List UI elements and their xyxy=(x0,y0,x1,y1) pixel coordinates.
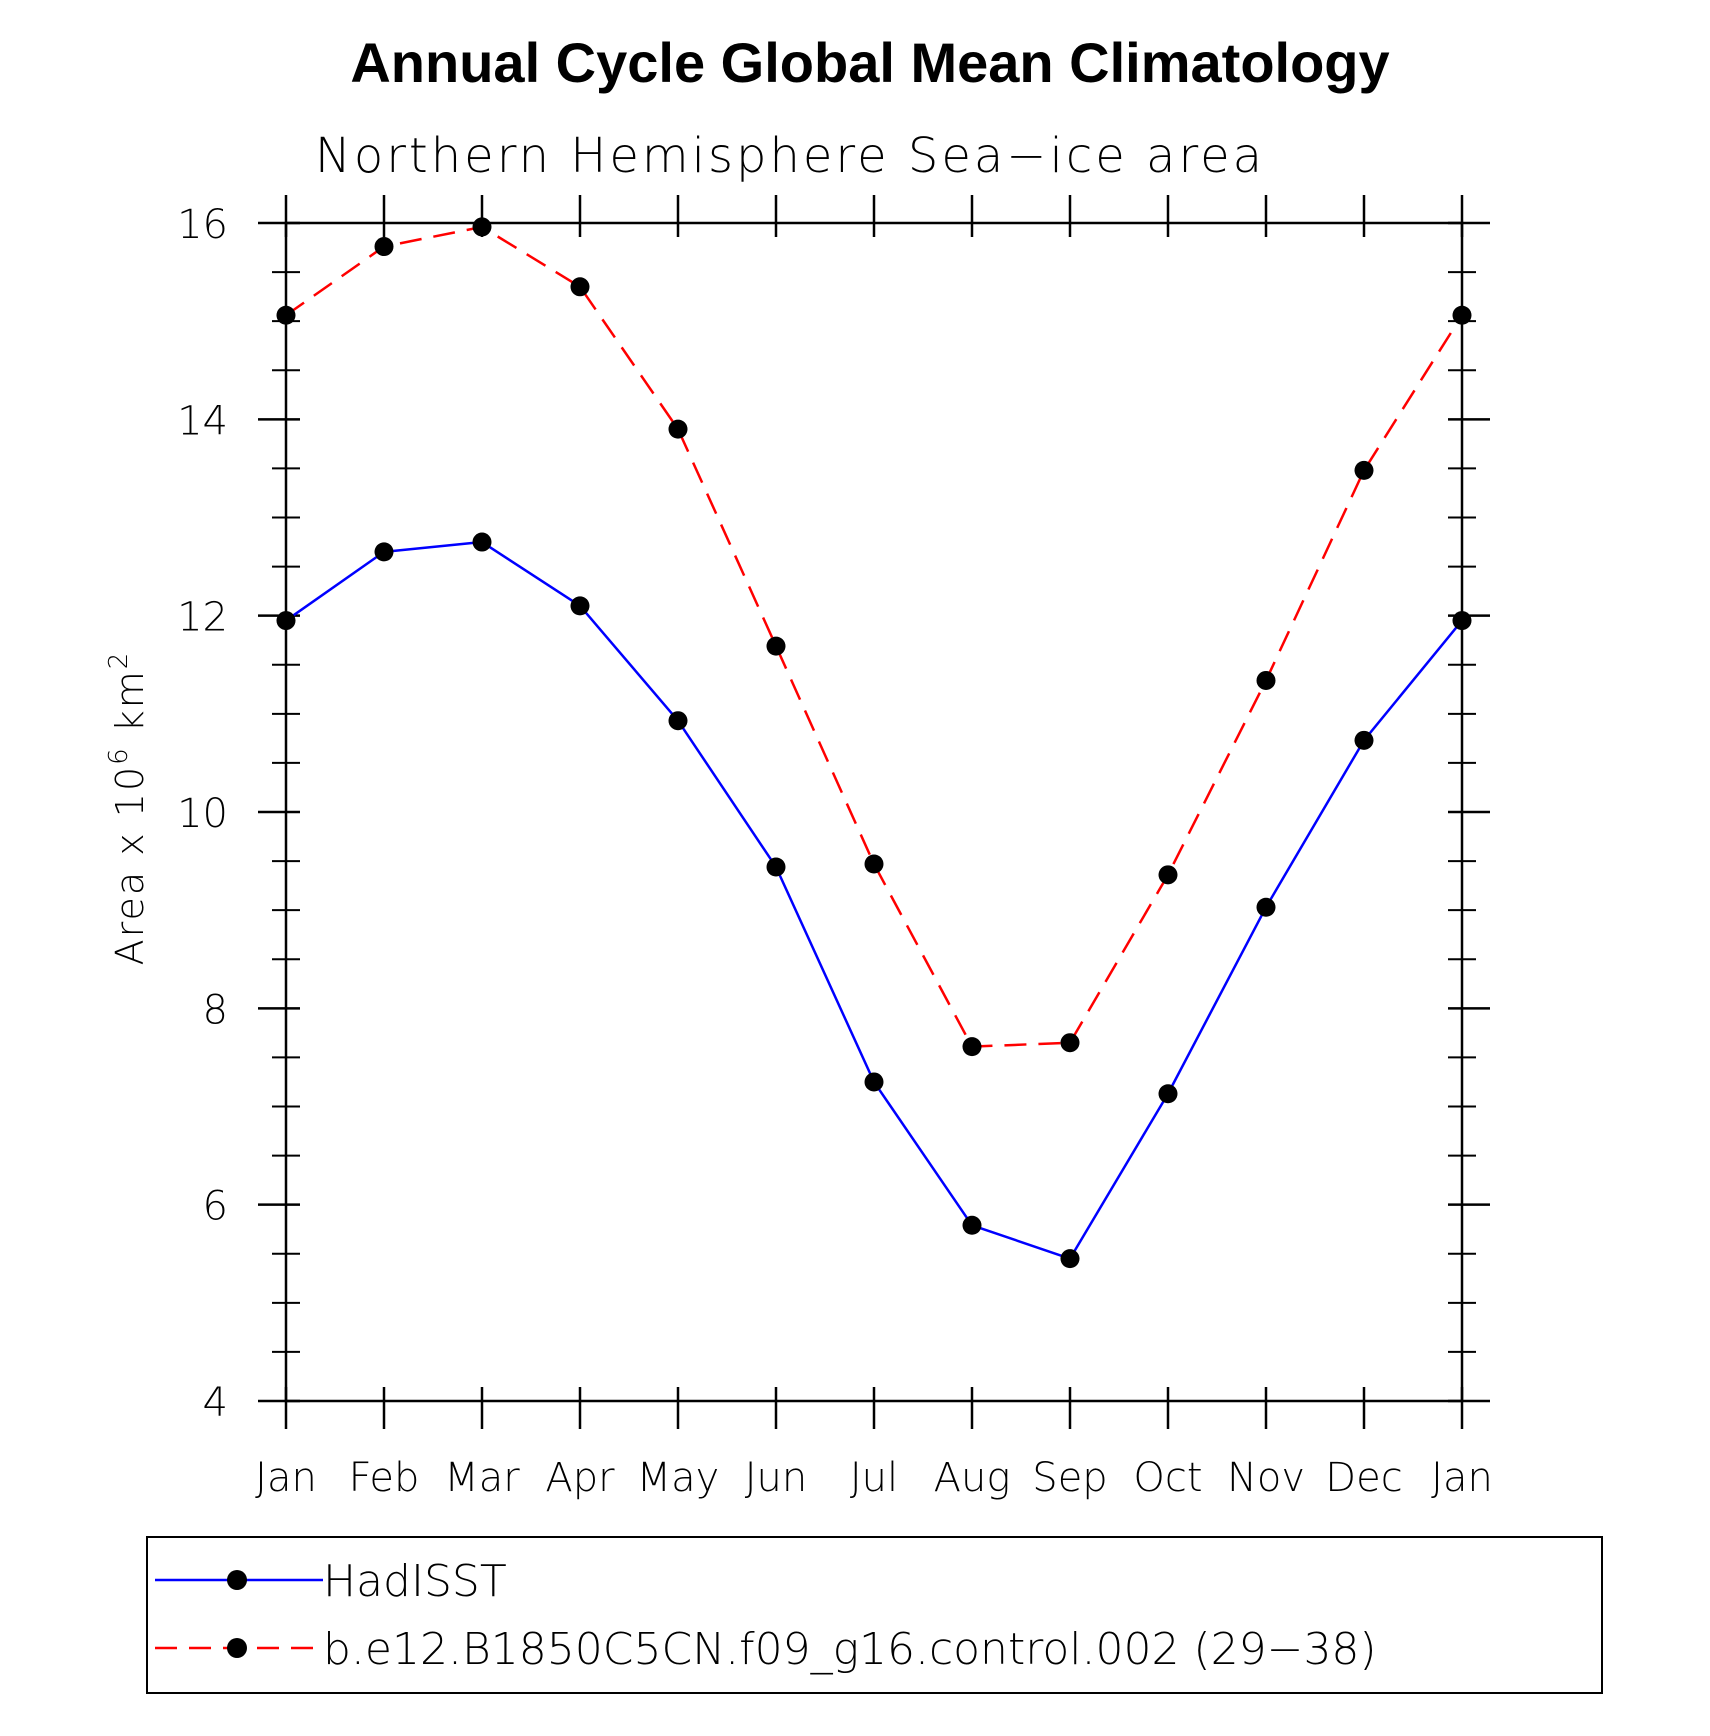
data-point xyxy=(1158,865,1178,885)
x-tick-label: Apr xyxy=(545,1455,615,1501)
chart-subtitle: Northern Hemisphere Sea−ice area xyxy=(315,128,1265,184)
y-tick-label: 8 xyxy=(203,987,228,1033)
y-tick-label: 12 xyxy=(177,595,228,641)
legend-marker xyxy=(227,1638,247,1658)
x-tick-label: Jun xyxy=(745,1455,808,1501)
data-point xyxy=(374,237,394,257)
data-point xyxy=(1060,1249,1080,1269)
x-tick-labels: Jan Feb Mar Apr May Jun Jul Aug Sep Oct Nov Dec Jan xyxy=(255,1455,1493,1501)
x-tick-label: Aug xyxy=(934,1455,1011,1501)
data-point xyxy=(1452,611,1472,631)
legend-marker xyxy=(227,1570,247,1590)
x-tick-label: Sep xyxy=(1032,1455,1107,1501)
data-point xyxy=(276,611,296,631)
data-point xyxy=(276,305,296,325)
data-point xyxy=(472,217,492,237)
data-point xyxy=(374,542,394,562)
y-tick-labels: 4 6 8 10 12 14 16 xyxy=(177,202,228,1426)
data-point xyxy=(962,1215,982,1235)
series-line-hadisst xyxy=(285,540,1463,1260)
legend-label: HadISST xyxy=(323,1556,507,1607)
y-axis-label-unit: km xyxy=(108,669,152,746)
x-tick-label: Dec xyxy=(1325,1455,1402,1501)
data-point xyxy=(668,711,688,731)
data-point xyxy=(1256,897,1276,917)
y-axis-label-unit-exponent: 2 xyxy=(104,651,134,670)
data-point xyxy=(570,596,590,616)
data-point xyxy=(472,532,492,552)
x-tick-label: Nov xyxy=(1227,1455,1305,1501)
x-tick-label: Jan xyxy=(1431,1455,1493,1501)
x-tick-label: Jan xyxy=(255,1455,317,1501)
data-point xyxy=(668,419,688,439)
y-axis-label: Area x 106 km2 xyxy=(104,651,152,966)
data-point xyxy=(1452,305,1472,325)
x-tick-label: May xyxy=(637,1455,720,1501)
x-tick-label: Mar xyxy=(444,1455,520,1501)
data-point xyxy=(1354,730,1374,750)
legend-box xyxy=(146,1536,1603,1694)
data-point xyxy=(1060,1033,1080,1053)
y-tick-label: 10 xyxy=(177,791,228,837)
data-point xyxy=(962,1037,982,1057)
data-point xyxy=(864,854,884,874)
data-point xyxy=(864,1072,884,1092)
y-axis-label-exponent: 6 xyxy=(104,746,134,765)
chart-title: Annual Cycle Global Mean Climatology xyxy=(350,31,1389,94)
y-tick-label: 14 xyxy=(177,398,228,444)
y-tick-label: 6 xyxy=(203,1184,228,1230)
data-point xyxy=(1158,1084,1178,1104)
x-tick-label: Oct xyxy=(1133,1455,1202,1501)
series-line-control xyxy=(285,225,1464,1048)
data-point xyxy=(1256,670,1276,690)
data-point xyxy=(766,636,786,656)
plot-frame xyxy=(284,221,1464,1403)
data-point xyxy=(570,277,590,297)
x-tick-label: Jul xyxy=(850,1455,898,1501)
y-tick-label: 4 xyxy=(203,1380,228,1426)
series-layer xyxy=(276,217,1472,1269)
axis-ticks xyxy=(258,195,1490,1429)
legend: HadISST b.e12.B1850C5CN.f09_g16.control.0… xyxy=(146,1536,1603,1694)
data-point xyxy=(1354,460,1374,480)
x-tick-label: Feb xyxy=(349,1455,420,1501)
legend-label: b.e12.B1850C5CN.f09_g16.control.002 (29−… xyxy=(323,1624,1377,1675)
y-tick-label: 16 xyxy=(177,202,228,248)
legend-items: HadISST b.e12.B1850C5CN.f09_g16.control.0… xyxy=(155,1556,1377,1675)
data-point xyxy=(766,857,786,877)
y-axis-label-main: Area x 10 xyxy=(108,765,152,965)
